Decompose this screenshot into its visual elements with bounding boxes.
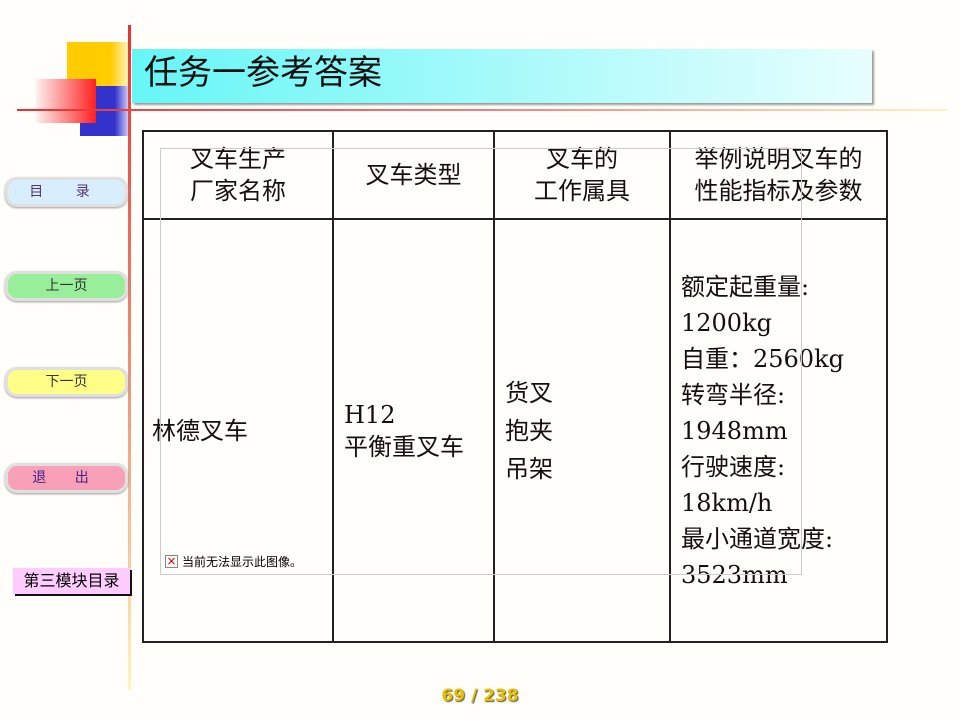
spec-line: 1200kg xyxy=(681,308,772,337)
attachment: 吊架 xyxy=(505,454,553,483)
cell-specs: 额定起重量: 1200kg 自重：2560kg 转弯半径: 1948mm 行驶速… xyxy=(669,218,888,643)
table-row: 林德叉车 H12 平衡重叉车 货叉抱夹吊架 额定起重量: 1200kg 自重：25… xyxy=(142,218,888,643)
type-line: H12 xyxy=(344,400,396,429)
attachment: 货叉 xyxy=(505,378,553,407)
page-indicator: 69 / 238 xyxy=(441,686,519,706)
type-line: 平衡重叉车 xyxy=(344,432,464,461)
broken-image-label: × 当前无法显示此图像。 xyxy=(161,551,302,570)
next-page-button[interactable]: 下一页 xyxy=(5,367,128,397)
header-line: 工作属具 xyxy=(534,177,630,205)
header-maker: 叉车生产 厂家名称 xyxy=(142,130,334,220)
header-specs: 举例说明叉车的 性能指标及参数 xyxy=(669,130,888,220)
header-line: 性能指标及参数 xyxy=(694,177,863,205)
attachment: 抱夹 xyxy=(505,416,553,445)
spec-line: 额定起重量: xyxy=(681,272,810,301)
exit-button[interactable]: 退 出 xyxy=(5,463,128,493)
cell-attachments: 货叉 抱夹 吊架 xyxy=(493,218,671,643)
table-header-row: 叉车生产厂家名称 叉车类型 叉车的工作属具 举例说明叉车的 性能指标及参数 xyxy=(142,130,888,220)
spec-line: 1948mm xyxy=(681,416,788,445)
cell-type: H12 平衡重叉车 xyxy=(332,218,495,643)
decor-red-square xyxy=(36,79,96,123)
header-line: 厂家名称 xyxy=(190,177,286,205)
spec-line: 转弯半径: xyxy=(681,380,786,409)
decor-vertical-line xyxy=(128,25,131,690)
module-toc-button[interactable]: 第三模块目录 xyxy=(13,568,130,594)
header-type: 叉车类型 xyxy=(332,130,495,220)
header-line: 叉车类型 xyxy=(365,161,462,189)
answer-table: 叉车生产厂家名称 叉车类型 叉车的工作属具 举例说明叉车的 性能指标及参数 林德叉… xyxy=(142,130,888,643)
spec-line: 18km/h xyxy=(681,488,773,517)
header-line: 叉车的 xyxy=(546,145,618,173)
header-attachments: 叉车的 工作属具 xyxy=(493,130,671,220)
spec-line: 行驶速度: xyxy=(681,452,786,481)
spec-line: 最小通道宽度: xyxy=(681,524,834,553)
header-line: 举例说明叉车的 xyxy=(694,145,863,173)
broken-image-text: 当前无法显示此图像。 xyxy=(182,555,303,569)
broken-image-icon: × xyxy=(165,554,178,568)
prev-page-button[interactable]: 上一页 xyxy=(5,271,128,301)
header-line: 叉车生产 xyxy=(190,145,286,173)
spec-line: 自重：2560kg xyxy=(681,344,844,373)
decor-horizontal-line xyxy=(17,109,947,111)
slide-title: 任务一参考答案 xyxy=(132,49,872,103)
broken-image-placeholder: × 当前无法显示此图像。 xyxy=(160,148,802,575)
cell-maker: 林德叉车 xyxy=(142,218,334,643)
toc-button[interactable]: 目 录 xyxy=(5,177,128,207)
